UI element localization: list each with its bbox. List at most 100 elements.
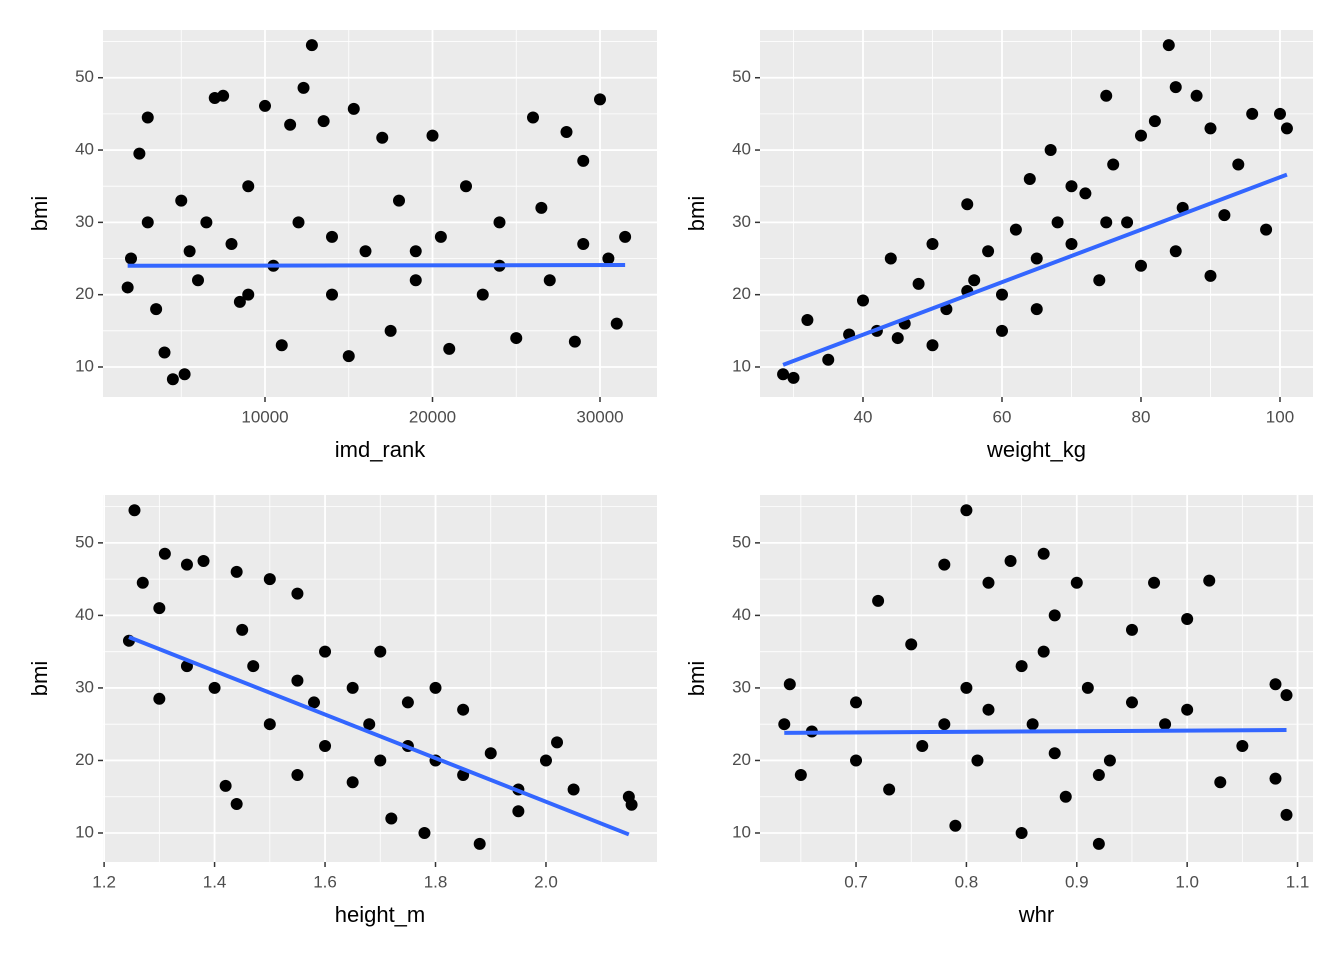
point [1280, 122, 1293, 135]
point [429, 681, 442, 694]
point [1260, 223, 1273, 236]
trend-line [782, 172, 1288, 367]
point [1181, 703, 1194, 716]
point [133, 147, 146, 160]
point [883, 783, 896, 796]
point [1148, 576, 1161, 589]
point [326, 288, 339, 301]
point [982, 703, 995, 716]
point [443, 342, 456, 355]
y-tick-label: 30 [732, 212, 751, 231]
point [1051, 216, 1064, 229]
point [801, 313, 814, 326]
point [374, 645, 387, 658]
point [1162, 39, 1175, 52]
point [787, 371, 800, 384]
point [297, 81, 310, 94]
x-axis-label: height_m [335, 902, 426, 927]
point [1236, 739, 1249, 752]
point [385, 812, 398, 825]
point [121, 281, 134, 294]
y-tick-label: 10 [732, 356, 751, 375]
point [971, 754, 984, 767]
y-tick-label: 40 [732, 605, 751, 624]
point [1246, 107, 1259, 120]
point [263, 718, 276, 731]
point [175, 194, 188, 207]
point [217, 89, 230, 102]
y-tick-label: 20 [75, 284, 94, 303]
point [1026, 718, 1039, 731]
point [961, 198, 974, 211]
point [346, 776, 359, 789]
point [527, 111, 540, 124]
point [259, 99, 272, 112]
point [426, 129, 439, 142]
point [359, 245, 372, 258]
point [539, 754, 552, 767]
point [960, 681, 973, 694]
point [1015, 826, 1028, 839]
x-axis-label: imd_rank [335, 437, 426, 462]
x-tick-label: 20000 [409, 407, 456, 426]
point [1214, 776, 1227, 789]
point [995, 288, 1008, 301]
point [1015, 660, 1028, 673]
point [1092, 768, 1105, 781]
x-tick-label: 1.2 [92, 872, 116, 891]
y-axis-label: bmi [27, 196, 52, 231]
point [493, 216, 506, 229]
point [136, 576, 149, 589]
point [401, 696, 414, 709]
point [1092, 837, 1105, 850]
trend-line [128, 635, 630, 837]
x-tick-label: 60 [993, 407, 1012, 426]
point [1081, 681, 1094, 694]
point [1148, 115, 1161, 128]
point [926, 339, 939, 352]
point [319, 739, 332, 752]
point [912, 277, 925, 290]
point [850, 754, 863, 767]
point [219, 779, 232, 792]
point [476, 288, 489, 301]
point [1079, 187, 1092, 200]
point [905, 638, 918, 651]
point [938, 558, 951, 571]
point [291, 587, 304, 600]
point [1065, 238, 1078, 251]
y-tick-label: 50 [732, 532, 751, 551]
y-tick-label: 50 [732, 67, 751, 86]
point [1169, 81, 1182, 94]
y-tick-label: 40 [75, 605, 94, 624]
point [926, 238, 939, 251]
point [484, 747, 497, 760]
point [307, 696, 320, 709]
x-tick-label: 1.1 [1286, 872, 1310, 891]
y-tick-label: 10 [75, 822, 94, 841]
point [434, 230, 447, 243]
point [128, 504, 141, 517]
point [305, 39, 318, 52]
point [460, 180, 473, 193]
y-tick-label: 40 [75, 140, 94, 159]
point [284, 118, 297, 131]
x-tick-label: 10000 [241, 407, 288, 426]
x-axis-label: weight_kg [986, 437, 1086, 462]
point [393, 194, 406, 207]
point [543, 274, 556, 287]
point [247, 660, 260, 673]
point [153, 692, 166, 705]
point [384, 324, 397, 337]
point [342, 350, 355, 363]
point [968, 274, 981, 287]
point [1159, 718, 1172, 731]
point [409, 245, 422, 258]
point [1070, 576, 1083, 589]
x-tick-label: 0.9 [1065, 872, 1089, 891]
point [1269, 772, 1282, 785]
point [1093, 274, 1106, 287]
point [1203, 574, 1216, 587]
